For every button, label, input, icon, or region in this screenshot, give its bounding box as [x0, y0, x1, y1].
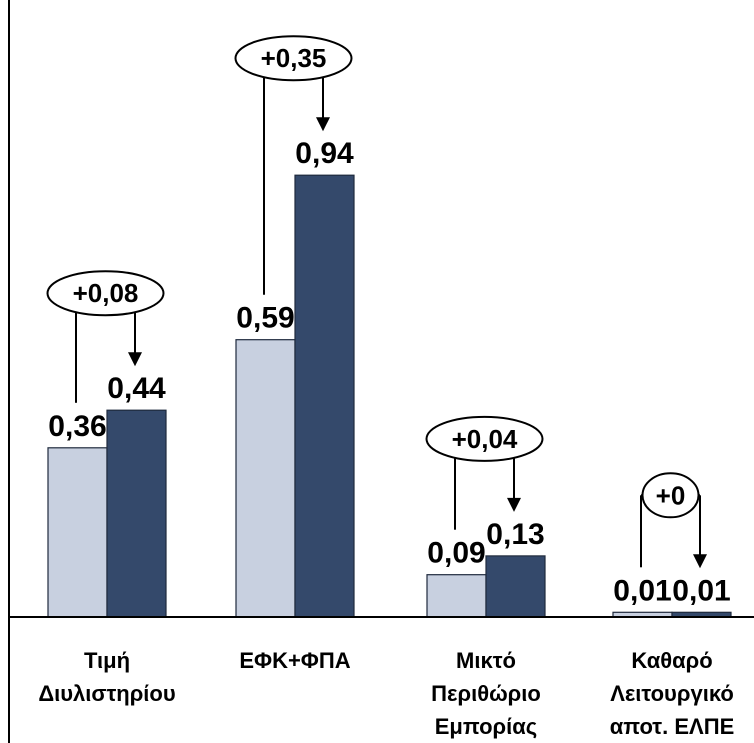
- category-label-3-line-3: Εμπορίας: [435, 714, 538, 739]
- value-label-series1-3: 0,09: [427, 537, 485, 570]
- value-label-series2-4: 0,01: [672, 574, 730, 607]
- category-label-1-line-1: Τιμή: [84, 648, 130, 673]
- category-label-3-line-1: Μικτό: [456, 648, 516, 673]
- change-arrowhead-2: [316, 117, 330, 132]
- change-label-2: +0,35: [261, 43, 327, 73]
- change-label-1: +0,08: [73, 278, 139, 308]
- change-bubble-1: [46, 270, 165, 317]
- category-label-2-line-1: ΕΦΚ+ΦΠΑ: [239, 648, 350, 673]
- change-label-3: +0,04: [452, 424, 518, 454]
- bar-series1-2: [235, 339, 296, 618]
- category-label-4-line-3: αποτ. ΕΛΠΕ: [610, 714, 735, 739]
- value-label-series2-1: 0,44: [107, 372, 166, 405]
- change-arrowhead-4: [693, 554, 707, 569]
- category-label-3-line-2: Περιθώριο: [431, 681, 541, 706]
- bar-series2-2: [294, 174, 355, 618]
- value-label-series1-2: 0,59: [236, 302, 294, 335]
- bar-series2-1: [106, 409, 167, 618]
- change-arrowhead-3: [507, 497, 521, 512]
- category-label-1-line-2: Διυλιστηρίου: [38, 681, 175, 706]
- change-label-4: +0: [656, 480, 686, 510]
- change-bubble-3: [425, 415, 544, 462]
- value-label-series2-2: 0,94: [295, 137, 354, 170]
- bar-series1-3: [426, 574, 487, 618]
- category-label-4-line-1: Καθαρό: [631, 648, 712, 673]
- change-arrowhead-1: [128, 352, 142, 367]
- bar-series2-3: [485, 555, 546, 618]
- change-bubble-2: [234, 35, 353, 82]
- bar-series1-1: [47, 447, 108, 618]
- value-label-series1-4: 0,01: [613, 574, 671, 607]
- category-label-4-line-2: Λειτουργικό: [610, 681, 734, 706]
- value-label-series1-1: 0,36: [48, 410, 106, 443]
- value-label-series2-3: 0,13: [486, 518, 544, 551]
- change-bubble-4: [641, 472, 700, 519]
